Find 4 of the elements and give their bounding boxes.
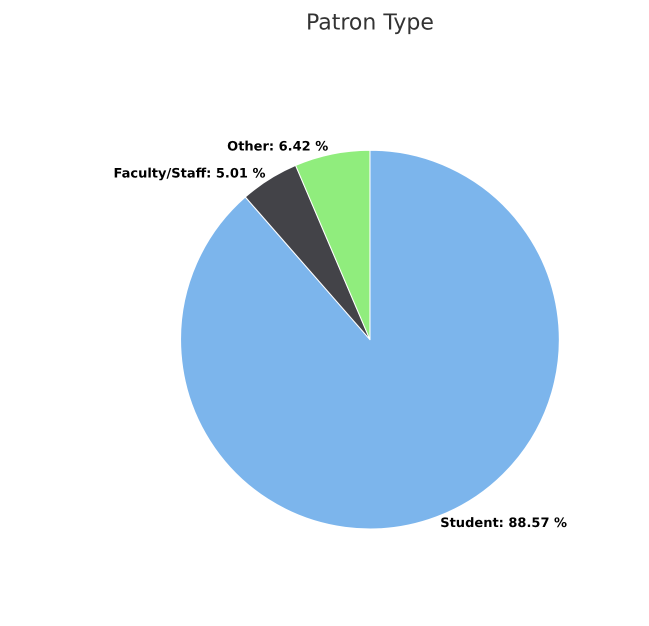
chart-title: Patron Type	[306, 10, 434, 36]
slice-label: Other: 6.42 %	[227, 139, 328, 154]
slice-label: Faculty/Staff: 5.01 %	[113, 166, 266, 182]
slice-label: Student: 88.57 %	[440, 516, 568, 531]
